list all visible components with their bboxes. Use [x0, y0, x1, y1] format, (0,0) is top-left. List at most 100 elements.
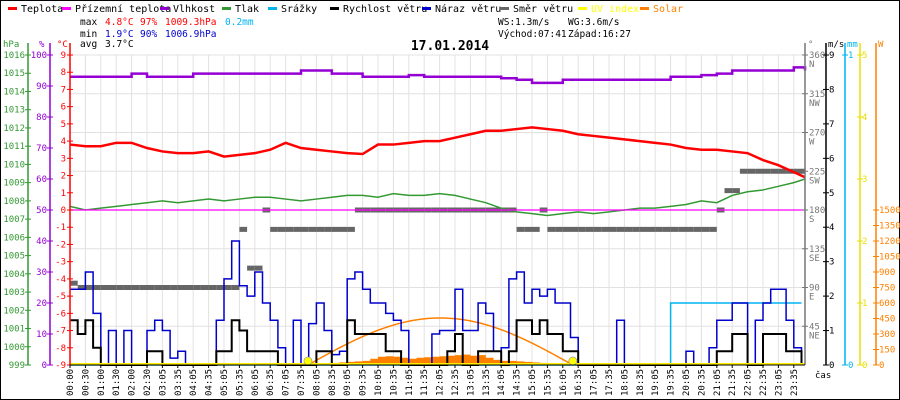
wind-direction-mark: [778, 168, 787, 174]
solar-tick-label: 1050: [879, 253, 900, 263]
stat-sunset: Západ:16:27: [568, 29, 631, 40]
wind-direction-mark: [662, 226, 671, 232]
wind-direction-mark: [647, 226, 656, 232]
legend-swatch: [62, 7, 71, 10]
wind-direction-mark: [639, 226, 648, 232]
sun-marker: [303, 356, 313, 366]
temperature-tick-label: -4: [55, 275, 66, 285]
wind-direction-mark: [270, 226, 278, 232]
solar-tick-label: 1500: [879, 206, 900, 216]
direction-axis-unit: °: [808, 40, 813, 50]
wind-direction-mark: [131, 285, 140, 290]
wind-direction-mark: [578, 226, 586, 232]
wind-direction-mark: [216, 285, 224, 290]
x-tick-label: 15:05: [528, 369, 538, 396]
x-tick-label: 04:05: [189, 369, 199, 396]
pressure-tick-label: 999: [9, 361, 25, 371]
x-tick-label: 06:35: [266, 369, 276, 396]
stat-max-label: max: [80, 17, 97, 28]
humidity-axis-unit: %: [39, 40, 45, 50]
wind-direction-mark: [231, 285, 240, 290]
wind-direction-mark: [316, 226, 325, 232]
temperature-tick-label: 9: [61, 51, 66, 61]
legend-label: Solar: [653, 4, 683, 15]
pressure-tick-label: 1015: [3, 69, 25, 79]
x-tick-label: 17:05: [590, 369, 600, 396]
x-axis-label: čas: [815, 370, 831, 381]
wind-direction-mark: [585, 226, 594, 232]
pressure-tick-label: 1011: [3, 142, 25, 152]
x-tick-label: 05:35: [235, 369, 245, 396]
temperature-axis-unit: °C: [57, 40, 68, 50]
legend-label: Přízemní teplota: [75, 3, 171, 15]
humidity-line: [70, 66, 807, 85]
solar-tick-label: 450: [879, 315, 895, 325]
stat-min-temp: 1.9°C: [105, 29, 134, 40]
wind-tick-label: 3: [829, 258, 834, 268]
wind-direction-mark: [732, 188, 740, 194]
wind-direction-mark: [616, 226, 625, 232]
pressure-tick-label: 1003: [3, 288, 25, 298]
wind-direction-mark: [293, 226, 301, 232]
x-tick-label: 02:30: [143, 369, 153, 396]
wind-direction-mark: [624, 226, 633, 232]
wind-direction-mark: [147, 285, 155, 290]
solar-tick-label: 150: [879, 346, 895, 356]
x-tick-label: 01:00: [97, 369, 107, 396]
pressure-tick-label: 1010: [3, 160, 25, 170]
stat-max-humidity: 97%: [140, 17, 157, 28]
wind-direction-mark: [108, 285, 117, 290]
temperature-tick-label: -2: [55, 240, 66, 250]
wind-direction-mark: [547, 226, 556, 232]
humidity-tick-label: 90: [36, 82, 47, 92]
uv-tick-label: 0: [862, 361, 867, 371]
x-tick-label: 23:05: [774, 369, 784, 396]
x-tick-label: 16:05: [559, 369, 569, 396]
wind-direction-mark: [609, 226, 617, 232]
wind-direction-mark: [85, 285, 94, 290]
legend-label: Směr větru: [513, 3, 573, 15]
x-tick-label: 11:05: [405, 369, 415, 396]
legend-swatch: [222, 7, 231, 10]
wind-direction-mark: [570, 226, 579, 232]
x-tick-label: 21:35: [728, 369, 738, 396]
stat-max-temp: 4.8°C: [105, 17, 134, 28]
humidity-tick-label: 80: [36, 113, 47, 123]
solar-tick-label: 750: [879, 284, 895, 294]
x-tick-label: 20:05: [682, 369, 692, 396]
legend-label: Tlak: [235, 4, 259, 15]
stat-avg-temp: 3.7°C: [105, 39, 134, 50]
x-tick-label: 18:35: [636, 369, 646, 396]
solar-tick-label: 900: [879, 268, 895, 278]
legend-label: Vlhkost: [173, 4, 215, 15]
pressure-tick-label: 1005: [3, 252, 25, 262]
direction-tick-label: 360: [809, 51, 825, 61]
legend-swatch: [8, 7, 17, 10]
x-tick-label: 08:35: [328, 369, 338, 396]
wind-direction-mark: [123, 285, 132, 290]
x-tick-label: 20:35: [697, 369, 707, 396]
legend-label: UV index: [591, 4, 639, 15]
wind-direction-mark: [247, 265, 255, 271]
direction-tick-label: 45: [809, 322, 820, 332]
solar-axis-unit: W: [878, 40, 884, 50]
wind-tick-label: 7: [829, 120, 834, 130]
legend-label: Náraz větru: [435, 3, 501, 15]
x-tick-label: 19:05: [651, 369, 661, 396]
temperature-tick-label: 1: [61, 189, 66, 199]
wind-tick-label: 8: [829, 85, 834, 95]
stats-panel: max 4.8°C 97% 1009.3hPa 0.2mm min 1.9°C …: [80, 17, 631, 50]
x-tick-label: 11:35: [420, 369, 430, 396]
x-tick-label: 22:35: [759, 369, 769, 396]
pressure-line: [69, 178, 806, 217]
direction-tick-label: 90: [809, 284, 820, 294]
wind-direction-mark: [93, 285, 101, 290]
compass-label: NE: [809, 331, 820, 341]
legend-swatch: [268, 7, 277, 10]
wind-direction-mark: [208, 285, 217, 290]
solar-tick-label: 1200: [879, 237, 900, 247]
wind-tick-label: 9: [829, 51, 834, 61]
solar-tick-label: 600: [879, 299, 895, 309]
wind-tick-label: 0: [829, 361, 834, 371]
